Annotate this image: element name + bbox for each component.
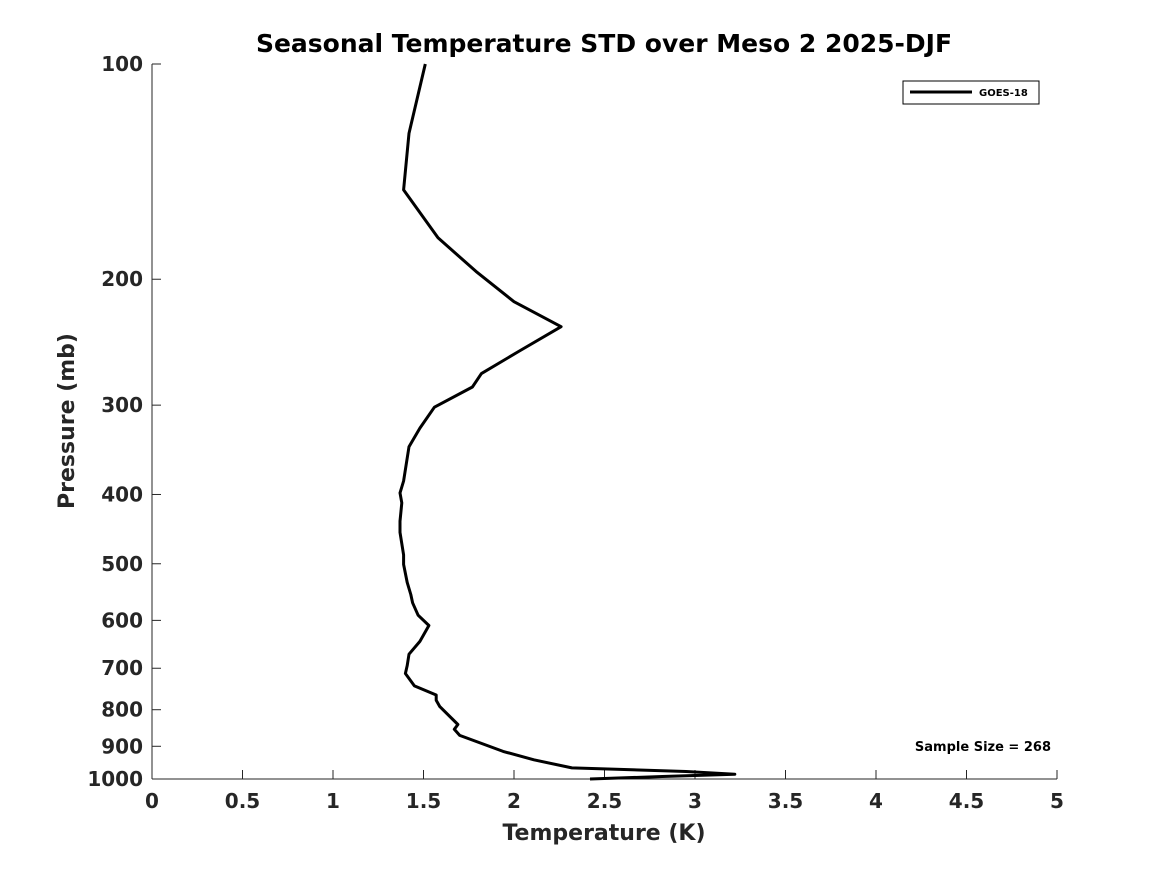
x-tick-label: 1: [326, 789, 340, 813]
y-ticks: 100 200 300 400 500 600 700 800 900 1000: [87, 52, 161, 791]
y-tick-label: 800: [101, 698, 143, 722]
legend-entry-goes-18: GOES-18: [979, 88, 1028, 99]
x-tick-label: 1.5: [406, 789, 441, 813]
legend: GOES-18: [902, 80, 1040, 105]
x-tick-label: 2: [507, 789, 521, 813]
x-tick-label: 4: [869, 789, 883, 813]
y-tick-label: 500: [101, 552, 143, 576]
y-tick-label: 900: [101, 734, 143, 758]
series-line-goes-18: [398, 63, 737, 781]
y-tick-label: 200: [101, 267, 143, 291]
x-tick-label: 3.5: [768, 789, 803, 813]
x-tick-label: 5: [1050, 789, 1064, 813]
y-tick-label: 700: [101, 656, 143, 680]
chart-title: Seasonal Temperature STD over Meso 2 202…: [256, 29, 952, 58]
sample-size-annotation: Sample Size = 268: [915, 740, 1051, 755]
x-axis-label: Temperature (K): [502, 821, 705, 846]
y-tick-label: 300: [101, 393, 143, 417]
x-ticks: 0 0.5 1 1.5 2 2.5 3 3.5 4 4.5 5: [145, 770, 1064, 813]
y-tick-label: 600: [101, 608, 143, 632]
x-tick-label: 0: [145, 789, 159, 813]
x-tick-label: 0.5: [225, 789, 260, 813]
x-tick-label: 4.5: [949, 789, 984, 813]
x-tick-label: 3: [688, 789, 702, 813]
y-tick-label: 400: [101, 482, 143, 506]
plot-area: [151, 64, 1057, 780]
y-tick-label: 1000: [87, 767, 143, 791]
x-tick-label: 2.5: [587, 789, 622, 813]
y-tick-label: 100: [101, 52, 143, 76]
y-axis-label: Pressure (mb): [55, 333, 80, 509]
